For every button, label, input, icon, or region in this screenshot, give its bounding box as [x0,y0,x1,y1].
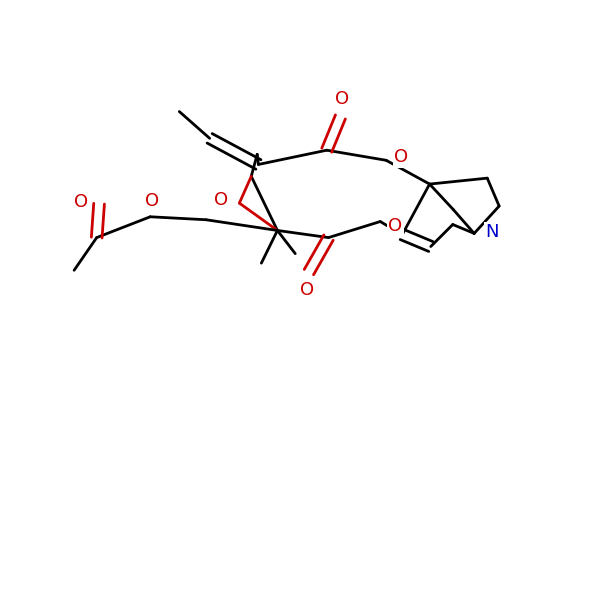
Text: O: O [145,192,159,210]
Text: O: O [300,281,314,299]
Text: O: O [74,193,88,211]
Text: O: O [388,217,402,235]
Text: N: N [485,223,499,241]
Text: O: O [394,148,408,166]
Text: O: O [335,90,349,108]
Text: O: O [214,191,229,209]
